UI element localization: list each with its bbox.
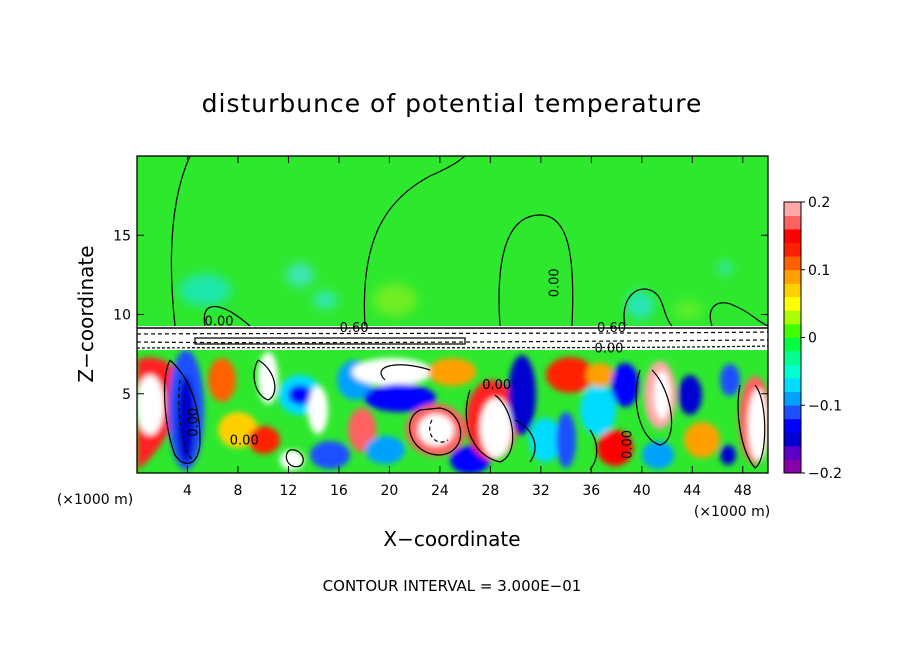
x-tick-label: 24 [431, 483, 449, 499]
colorbar-swatch [784, 337, 801, 352]
x-axis-unit: (×1000 m) [694, 504, 770, 520]
colorbar-tick-label: 0.1 [808, 263, 830, 279]
colorbar-swatch [784, 445, 801, 460]
x-tick-label: 8 [233, 483, 242, 499]
x-tick-label: 20 [380, 483, 398, 499]
colorbar-swatch [784, 323, 801, 338]
y-axis-unit: (×1000 m) [57, 492, 133, 508]
colorbar-swatch [784, 229, 801, 244]
upper-layer-anomalies [179, 261, 732, 320]
contour-label: 0.60 [340, 321, 369, 336]
x-tick-label: 4 [183, 483, 192, 499]
colorbar-swatch [784, 405, 801, 420]
x-axis-label: X−coordinate [383, 527, 520, 551]
colorbar-swatch [784, 391, 801, 406]
colorbar-swatch [784, 378, 801, 393]
x-tick-label: 40 [633, 483, 651, 499]
colorbar-tick-label: 0.2 [808, 195, 830, 211]
x-tick-label: 28 [481, 483, 499, 499]
colorbar-swatch [784, 283, 801, 298]
x-tick-label: 32 [532, 483, 550, 499]
x-tick-label: 16 [330, 483, 348, 499]
colorbar-swatch [784, 215, 801, 230]
contour-label: 0.00 [621, 430, 636, 459]
colorbar-tick-label: −0.1 [808, 398, 842, 414]
contour-label: 0.00 [548, 268, 563, 297]
contour-label: 0.00 [187, 408, 202, 437]
colorbar: 0.2 0.1 0 −0.1 −0.2 [783, 195, 842, 482]
colorbar-swatch [784, 459, 801, 474]
colorbar-swatch [784, 269, 801, 284]
chart-title: disturbunce of potential temperature [202, 89, 703, 118]
y-tick-label: 10 [113, 308, 131, 324]
contour-label: 0.00 [230, 433, 259, 448]
colorbar-swatch [784, 418, 801, 433]
colorbar-swatch [784, 242, 801, 257]
contour-label: 0.00 [595, 342, 624, 357]
colorbar-swatch [784, 432, 801, 447]
x-tick-label: 48 [734, 483, 752, 499]
y-tick-label: 5 [122, 387, 131, 403]
y-axis-ticks: 5 10 15 [113, 228, 768, 403]
contour-interval-footer: CONTOUR INTERVAL = 3.000E−01 [323, 577, 582, 595]
colorbar-swatch [784, 296, 801, 311]
colorbar-tick-label: 0 [808, 331, 817, 347]
colorbar-swatch [784, 256, 801, 271]
colorbar-tick-label: −0.2 [808, 466, 842, 482]
y-axis-label: Z−coordinate [74, 245, 98, 382]
x-axis-ticks: 4 8 12 16 20 24 28 32 36 40 44 48 [183, 156, 752, 499]
contour-labels: 0.00 0.60 0.00 0.00 0.00 0.00 0.60 0.00 0.00 [187, 268, 636, 459]
colorbar-swatch [784, 310, 801, 325]
contour-label: 0.00 [205, 315, 234, 330]
colorbar-swatch [784, 364, 801, 379]
contour-lines [137, 156, 768, 471]
x-tick-label: 12 [280, 483, 298, 499]
colorbar-swatch [784, 351, 801, 365]
x-tick-label: 44 [683, 483, 701, 499]
x-tick-label: 36 [582, 483, 600, 499]
contour-label: 0.00 [482, 378, 511, 393]
colorbar-swatch [784, 202, 801, 216]
upper-layer-field [137, 156, 768, 331]
contour-label: 0.60 [597, 321, 626, 336]
y-tick-label: 15 [113, 228, 131, 244]
plot-area [137, 156, 768, 473]
lower-layer-eddies [137, 350, 768, 473]
